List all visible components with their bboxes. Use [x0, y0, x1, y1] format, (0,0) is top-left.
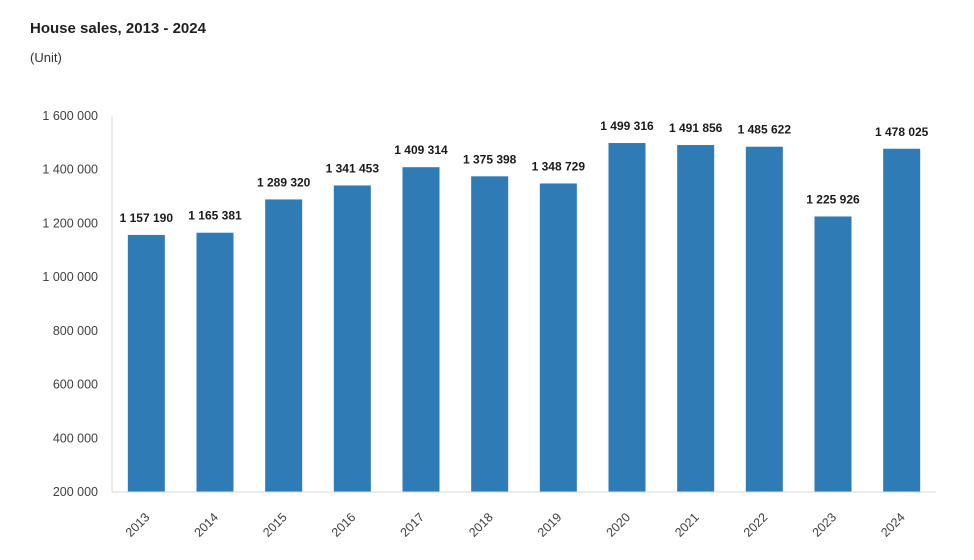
y-tick-label: 600 000 — [53, 378, 98, 392]
data-label-2023: 1 225 926 — [806, 192, 860, 206]
chart-subtitle: (Unit) — [30, 50, 62, 65]
y-tick-label: 1 600 000 — [42, 109, 98, 123]
data-labels: 1 157 190 1 165 381 1 289 320 1 341 453 1 40… — [120, 119, 929, 225]
y-tick-label: 1 400 000 — [42, 163, 98, 177]
data-label-2018: 1 375 398 — [463, 152, 517, 166]
bar-2019 — [539, 183, 577, 493]
data-label-2014: 1 165 381 — [188, 209, 242, 223]
x-tick-label-2023: 2023 — [810, 510, 840, 540]
data-label-2020: 1 499 316 — [600, 119, 654, 133]
x-tick-label-2019: 2019 — [535, 510, 565, 540]
y-tick-label: 1 000 000 — [42, 270, 98, 284]
x-tick-label-2018: 2018 — [466, 510, 496, 540]
y-tick-label: 200 000 — [53, 485, 98, 499]
data-label-2016: 1 341 453 — [326, 161, 380, 175]
data-label-2019: 1 348 729 — [532, 159, 586, 173]
x-tick-label-2016: 2016 — [329, 510, 359, 540]
bar-2023 — [814, 216, 852, 492]
y-axis: 200 000 400 000 600 000 800 000 1 000 000 1 2… — [42, 109, 113, 499]
bar-2016 — [333, 185, 371, 492]
y-tick-label: 1 200 000 — [42, 216, 98, 230]
x-tick-label-2021: 2021 — [672, 510, 702, 540]
x-tick-label-2022: 2022 — [741, 510, 771, 540]
x-tick-label-2015: 2015 — [260, 510, 290, 540]
y-tick-label: 400 000 — [53, 431, 98, 445]
bar-2024 — [883, 148, 921, 492]
data-label-2024: 1 478 025 — [875, 125, 929, 139]
bar-2021 — [677, 145, 715, 493]
bars — [127, 143, 921, 493]
chart-title: House sales, 2013 - 2024 — [30, 20, 206, 37]
bar-2014 — [196, 232, 234, 493]
x-tick-label-2013: 2013 — [123, 510, 153, 540]
data-label-2015: 1 289 320 — [257, 175, 311, 189]
x-tick-label-2014: 2014 — [192, 510, 222, 540]
bar-2018 — [471, 176, 509, 492]
bar-2015 — [265, 199, 303, 492]
data-label-2021: 1 491 856 — [669, 121, 723, 135]
x-tick-label-2020: 2020 — [604, 510, 634, 540]
x-axis: 2013 2014 2015 2016 2017 2018 2019 2020 2021 2022… — [112, 491, 936, 540]
bar-2013 — [127, 234, 165, 492]
bar-2017 — [402, 167, 440, 492]
bar-2020 — [608, 143, 646, 493]
x-tick-label-2024: 2024 — [878, 510, 908, 540]
x-tick-label-2017: 2017 — [398, 510, 428, 540]
data-label-2017: 1 409 314 — [394, 143, 448, 157]
data-label-2022: 1 485 622 — [738, 123, 792, 137]
data-label-2013: 1 157 190 — [120, 211, 174, 225]
bar-2022 — [745, 146, 783, 492]
y-tick-label: 800 000 — [53, 324, 98, 338]
